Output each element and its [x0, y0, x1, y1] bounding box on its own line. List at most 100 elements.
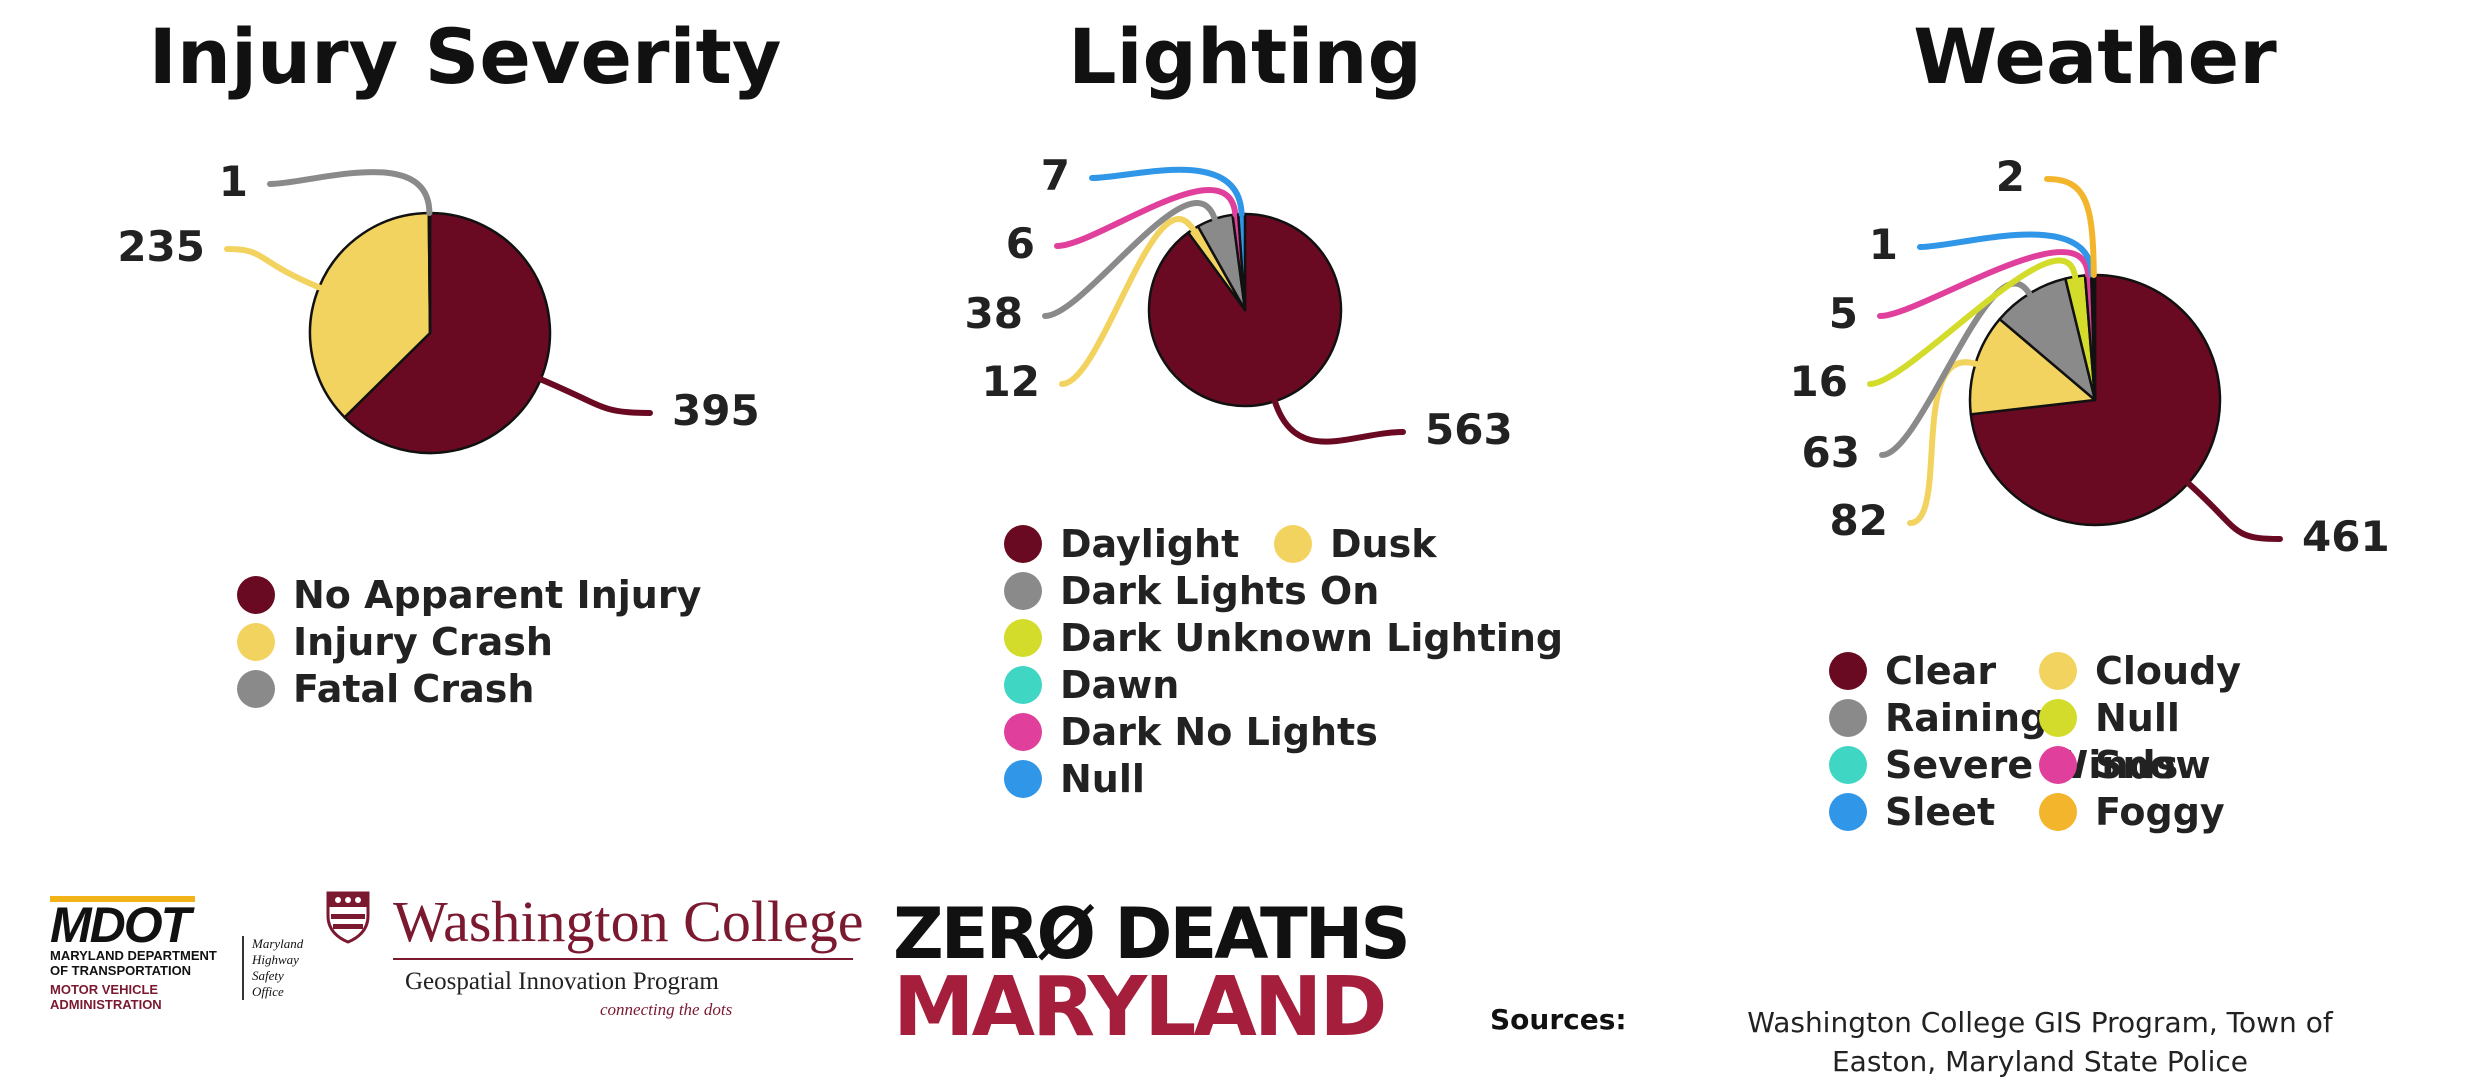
legend-item-dark-unknown-lighting: Dark Unknown Lighting	[1004, 616, 1563, 660]
legend-swatch-dark-lights-on	[1004, 571, 1042, 610]
legend-label: Snow	[2095, 742, 2211, 787]
legend-item-daylight: Daylight	[1004, 522, 1274, 566]
legend-swatch-severe-winds	[1829, 745, 1867, 784]
zero-deaths-bottom: MARYLAND	[893, 960, 1388, 1055]
legend-row: Dawn	[1004, 661, 1563, 708]
data-label-injury-severity-injury-crash: 235	[117, 222, 205, 271]
mhso-line4: Office	[252, 984, 284, 999]
legend-item-null: Null	[2039, 696, 2180, 740]
mdot-name-line2: OF TRANSPORTATION	[50, 963, 192, 978]
washington-college-name: Washington College	[393, 889, 864, 954]
legend-row: Clear Cloudy	[1829, 647, 2241, 694]
mdot-name-line1: MARYLAND DEPARTMENT	[50, 948, 217, 963]
mdot-mark: MDOT	[50, 896, 196, 950]
leader-line-injury-severity-injury-crash	[224, 246, 322, 291]
data-label-lighting-daylight: 563	[1425, 405, 1513, 454]
legend-item-no-apparent-injury: No Apparent Injury	[237, 573, 701, 617]
legend-label: Dark Lights On	[1060, 568, 1380, 613]
legend-swatch-dark-unknown-lighting	[1004, 618, 1042, 657]
leader-line-weather-cloudy	[1907, 359, 1979, 526]
legend-row: Dark Unknown Lighting	[1004, 614, 1563, 661]
mhso-line3: Safety	[252, 968, 284, 983]
legend-injury-severity: No Apparent Injury Injury Crash Fatal Cras…	[237, 571, 701, 712]
legend-swatch-daylight	[1004, 524, 1042, 563]
legend-label: Injury Crash	[293, 619, 553, 664]
data-label-injury-severity-no-apparent-injury: 395	[672, 386, 760, 435]
legend-label: Dawn	[1060, 662, 1180, 707]
mhso-line1: Maryland	[252, 936, 304, 951]
data-label-lighting-dusk: 12	[982, 357, 1040, 406]
legend-label: Dark Unknown Lighting	[1060, 615, 1564, 660]
legend-label: Severe Winds	[1885, 742, 2179, 787]
legend-swatch-no-apparent-injury	[237, 575, 275, 614]
legend-swatch-sleet	[1829, 792, 1867, 831]
legend-row: Sleet Foggy	[1829, 788, 2241, 835]
legend-label: Dark No Lights	[1060, 709, 1378, 754]
legend-swatch-dusk	[1274, 524, 1312, 563]
legend-label: Null	[1060, 756, 1145, 801]
leader-line-injury-severity-no-apparent-injury	[537, 376, 653, 416]
legend-swatch-cloudy	[2039, 651, 2077, 690]
legend-swatch-clear	[1829, 651, 1867, 690]
legend-label: Daylight	[1060, 521, 1240, 566]
legend-swatch-fatal-crash	[237, 669, 275, 708]
data-label-weather-sleet: 1	[1869, 220, 1898, 269]
legend-label: Null	[2095, 695, 2180, 740]
legend-row: Raining Null	[1829, 694, 2241, 741]
legend-label: Fatal Crash	[293, 666, 535, 711]
washington-college-program: Geospatial Innovation Program	[405, 968, 719, 995]
mdot-logo: MDOT MARYLAND DEPARTMENT OF TRANSPORTATI…	[50, 896, 320, 1012]
data-label-weather-clear: 461	[2302, 512, 2390, 561]
zero-deaths-logo: ZERØ DEATHS MARYLAND	[893, 893, 1411, 1055]
legend-item-cloudy: Cloudy	[2039, 649, 2241, 693]
leader-line-weather-sleet	[1917, 231, 2095, 278]
data-label-lighting-dark-no-lights: 6	[1006, 219, 1035, 268]
legend-swatch-null	[2039, 698, 2077, 737]
mhso-line2: Highway	[252, 952, 299, 967]
legend-label: Foggy	[2095, 789, 2225, 834]
legend-weather: Clear Cloudy Raining Null Severe Winds Snow Sl…	[1829, 647, 2241, 835]
legend-swatch-snow	[2039, 745, 2077, 784]
data-label-weather-cloudy: 82	[1830, 496, 1888, 545]
leader-line-weather-foggy	[2044, 176, 2097, 278]
leader-line-lighting-dark-lights-on	[1042, 200, 1218, 319]
chart-title-lighting: Lighting	[1068, 12, 1422, 101]
legend-row: No Apparent Injury	[237, 571, 701, 618]
legend-item-dawn: Dawn	[1004, 663, 1179, 707]
washington-college-tagline: connecting the dots	[600, 1000, 733, 1019]
legend-item-sleet: Sleet	[1829, 790, 2039, 834]
data-label-lighting-null: 7	[1041, 151, 1070, 200]
legend-label: Cloudy	[2095, 648, 2242, 693]
legend-item-dark-no-lights: Dark No Lights	[1004, 710, 1378, 754]
legend-item-dark-lights-on: Dark Lights On	[1004, 569, 1379, 613]
leader-line-lighting-dusk	[1059, 216, 1196, 387]
leader-line-lighting-dark-no-lights	[1054, 187, 1239, 249]
mhso-logo: Maryland Highway Safety Office	[242, 936, 322, 1000]
leader-line-weather-snow	[1877, 249, 2092, 319]
data-label-weather-raining: 63	[1802, 428, 1860, 477]
legend-swatch-null	[1004, 759, 1042, 798]
legend-label: Sleet	[1885, 789, 1996, 834]
legend-item-severe-winds: Severe Winds	[1829, 743, 2178, 787]
mdot-mva-line1: MOTOR VEHICLE	[50, 982, 159, 997]
sources-label: Sources:	[1490, 1003, 1627, 1036]
legend-label: Dusk	[1330, 521, 1437, 566]
sources-text: Washington College GIS Program, Town of …	[1747, 1006, 2333, 1078]
legend-item-fatal-crash: Fatal Crash	[237, 667, 534, 711]
legend-label: Raining	[1885, 695, 2048, 740]
legend-row: Null	[1004, 755, 1563, 802]
legend-swatch-foggy	[2039, 792, 2077, 831]
data-label-weather-foggy: 2	[1996, 152, 2025, 201]
leader-line-lighting-daylight	[1271, 398, 1406, 445]
legend-row: Dark No Lights	[1004, 708, 1563, 755]
shield-icon	[326, 891, 370, 944]
data-label-lighting-dark-lights-on: 38	[965, 289, 1023, 338]
data-label-weather-snow: 5	[1829, 289, 1858, 338]
chart-title-weather: Weather	[1913, 12, 2277, 101]
legend-lighting: Daylight Dusk Dark Lights On Dark Unknown L…	[1004, 520, 1563, 802]
legend-item-clear: Clear	[1829, 649, 2039, 693]
logo-strip: MDOT MARYLAND DEPARTMENT OF TRANSPORTATI…	[0, 860, 1450, 1070]
legend-row: Daylight Dusk	[1004, 520, 1563, 567]
divider	[393, 958, 853, 960]
zero-deaths-top: ZERØ DEATHS	[893, 893, 1411, 975]
